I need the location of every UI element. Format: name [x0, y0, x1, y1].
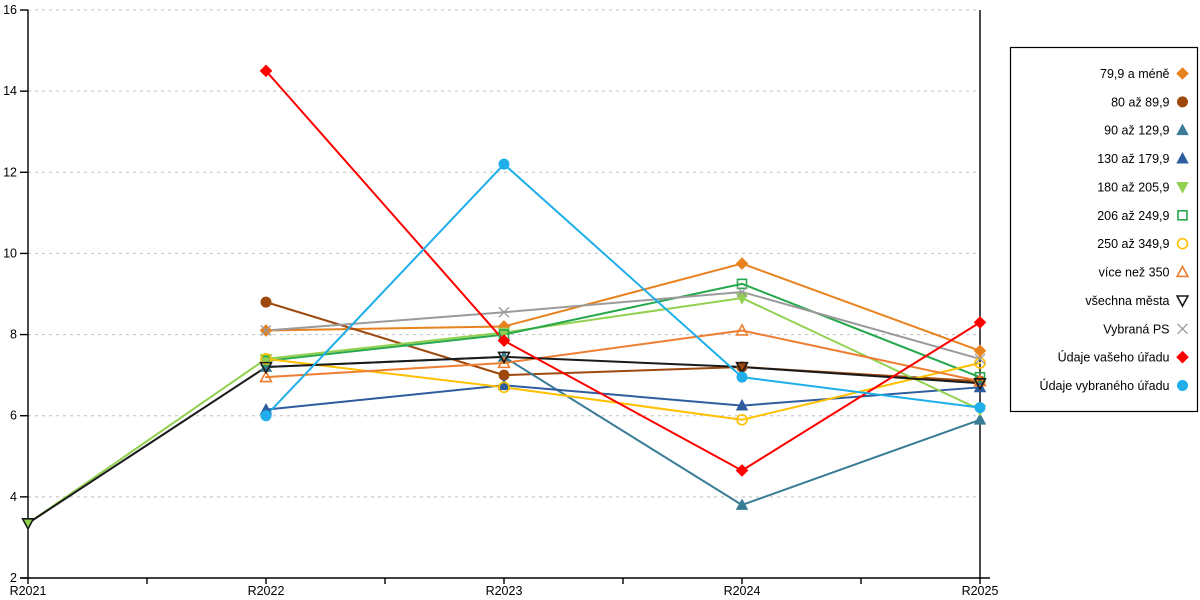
legend-label: 130 až 179,9	[1097, 152, 1169, 166]
legend-marker-triangle-down	[1175, 295, 1190, 308]
marker-10-2	[497, 334, 511, 347]
series-line-7	[265, 329, 981, 383]
marker-5-3	[736, 278, 748, 290]
marker-11-1	[260, 410, 272, 422]
marker-9-3	[736, 286, 748, 298]
legend-item-5: 206 až 249,9	[1097, 209, 1188, 223]
marker-4-3	[735, 293, 749, 305]
y-tick-label: 2	[10, 571, 17, 585]
legend-marker-circle	[1177, 96, 1188, 108]
y-tick-label: 16	[3, 3, 17, 17]
legend-marker-diamond	[1176, 67, 1189, 80]
y-tick-label: 12	[3, 165, 17, 179]
x-tick-label: R2023	[486, 584, 523, 598]
legend-marker-diamond	[1176, 350, 1189, 364]
marker-7-1	[259, 369, 273, 383]
y-tick-label: 10	[3, 246, 17, 260]
marker-3-4	[973, 380, 987, 393]
legend-item-10: Údaje vašeho úřadu	[1058, 350, 1189, 365]
marker-3-3	[735, 398, 749, 411]
legend-marker-square	[1177, 210, 1188, 221]
x-tick-label: R2021	[10, 584, 47, 598]
legend-marker-triangle-down	[1176, 182, 1189, 194]
legend-marker-triangle-up	[1175, 264, 1190, 278]
y-tick-label: 14	[3, 84, 17, 98]
legend-item-6: 250 až 349,9	[1097, 237, 1189, 251]
marker-8-1	[259, 361, 273, 375]
legend-item-1: 80 až 89,9	[1111, 95, 1188, 109]
marker-1-1	[260, 296, 272, 308]
legend-item-9: Vybraná PS	[1103, 322, 1188, 336]
marker-7-4	[973, 373, 987, 387]
marker-2-4	[973, 413, 987, 425]
legend-label: 206 až 249,9	[1097, 209, 1169, 223]
marker-6-1	[260, 353, 272, 365]
legend-label: 80 až 89,9	[1111, 95, 1169, 109]
legend-item-4: 180 až 205,9	[1097, 180, 1189, 194]
series-line-10	[265, 69, 981, 472]
legend-label: 250 až 349,9	[1097, 237, 1169, 251]
legend-item-11: Údaje vybraného úřadu	[1040, 378, 1188, 393]
marker-9-2	[498, 306, 510, 318]
series-line-5	[265, 282, 981, 379]
marker-2-3	[735, 498, 749, 510]
legend-label: Údaje vybraného úřadu	[1040, 378, 1170, 393]
marker-11-2	[498, 158, 510, 170]
marker-11-3	[736, 371, 748, 383]
legend-item-0: 79,9 a méně	[1100, 67, 1189, 81]
marker-0-3	[735, 257, 749, 270]
marker-9-1	[260, 325, 272, 336]
legend: 79,9 a méně 80 až 89,9 90 až 129,9 130 až 1…	[1009, 46, 1199, 413]
legend-label: 79,9 a méně	[1100, 67, 1170, 81]
marker-10-3	[735, 464, 749, 477]
marker-6-4	[974, 357, 986, 369]
legend-item-8: všechna města	[1085, 294, 1190, 308]
series-line-1	[265, 301, 981, 383]
x-tick-label: R2025	[962, 584, 999, 598]
marker-8-0	[21, 518, 35, 531]
legend-label: Údaje vašeho úřadu	[1058, 350, 1170, 365]
legend-marker-x	[1177, 323, 1188, 335]
legend-marker-triangle-up	[1176, 123, 1189, 136]
marker-0-4	[973, 344, 987, 358]
marker-8-3	[735, 361, 749, 375]
marker-3-2	[497, 378, 511, 391]
legend-item-2: 90 až 129,9	[1104, 123, 1189, 138]
marker-11-4	[974, 402, 986, 414]
legend-marker-circle	[1177, 380, 1188, 391]
marker-6-2	[498, 381, 510, 394]
legend-label: Vybraná PS	[1103, 322, 1169, 336]
legend-label: 90 až 129,9	[1104, 124, 1169, 138]
series-line-11	[265, 163, 981, 417]
legend-label: všechna města	[1085, 294, 1169, 308]
marker-8-2	[497, 351, 511, 365]
series-line-9	[265, 290, 981, 360]
marker-7-2	[497, 355, 511, 369]
marker-10-1	[259, 64, 273, 78]
legend-marker-circle	[1176, 237, 1189, 250]
legend-label: 180 až 205,9	[1097, 180, 1169, 194]
y-tick-label: 6	[10, 409, 17, 423]
legend-item-3: 130 až 179,9	[1097, 151, 1189, 166]
x-tick-label: R2024	[724, 584, 761, 598]
legend-marker-triangle-up	[1176, 151, 1189, 164]
marker-6-3	[736, 413, 748, 426]
series-line-6	[265, 357, 981, 421]
marker-9-4	[974, 353, 986, 365]
marker-8-4	[973, 378, 987, 391]
y-tick-label: 8	[10, 328, 17, 342]
legend-item-7: více než 350	[1099, 264, 1190, 280]
legend-label: více než 350	[1099, 266, 1170, 280]
axes: 2 4 6 8 10 12 14 16 R2021 R2022 R2023 R2024 R2025	[3, 3, 998, 598]
series-line-0	[265, 262, 981, 352]
marker-7-3	[735, 323, 749, 336]
marker-5-4	[974, 371, 986, 383]
marker-10-4	[973, 316, 987, 329]
x-tick-label: R2022	[248, 584, 285, 598]
series-line-2	[265, 355, 981, 506]
y-tick-label: 4	[10, 490, 17, 504]
